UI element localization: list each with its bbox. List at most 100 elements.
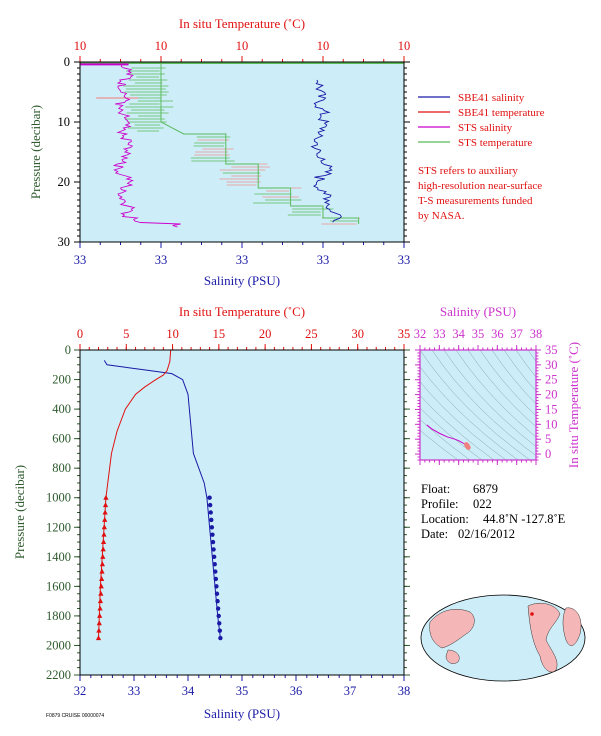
main-salinity-tick-label: 37 <box>344 684 357 698</box>
map-land-asia <box>429 609 475 649</box>
top-pressure-tick-label: 20 <box>58 175 71 189</box>
main-pressure-tick-label: 1000 <box>46 491 71 505</box>
salinity-sample-point <box>216 613 221 619</box>
ts-temp-tick-label: 25 <box>545 373 558 387</box>
top-salinity-tick-label: 33 <box>155 253 168 267</box>
main-temp-tick-label: 15 <box>213 327 226 341</box>
date-value: 02/16/2012 <box>458 527 515 541</box>
ts-temp-tick-label: 0 <box>545 447 551 461</box>
salinity-sample-point <box>210 539 216 545</box>
temperature-sample-point <box>100 553 106 559</box>
ts-salinity-axis-title: Salinity (PSU) <box>440 304 516 319</box>
main-salinity-tick-label: 32 <box>74 684 87 698</box>
float-info: Float: 6879 Profile: 022 Location: 44.8˚… <box>421 482 566 541</box>
top-temp-tick-label: 10 <box>317 39 330 53</box>
main-temp-axis-title: In situ Temperature (˚C) <box>179 304 305 319</box>
ts-salinity-tick-label: 34 <box>452 327 465 341</box>
density-contour <box>479 350 536 417</box>
note-line-4: by NASA. <box>418 210 465 222</box>
main-pressure-tick-label: 800 <box>52 461 71 475</box>
footer-code: F0879 CRUISE 00000074 <box>46 713 104 719</box>
sts-salinity-line <box>112 64 181 228</box>
world-map <box>420 594 586 682</box>
main-panel: In situ Temperature (˚C) 0 5 10 15 20 25 30 35 … <box>12 304 410 721</box>
main-salinity-ticks: 32 33 34 35 36 37 38 <box>74 675 410 698</box>
density-contour <box>420 381 507 460</box>
salinity-sample-point <box>209 517 214 523</box>
salinity-sample-point <box>217 628 223 633</box>
top-pressure-axis-title: Pressure (decibar) <box>28 105 43 199</box>
location-value: 44.8˚N -127.8˚E <box>483 512 566 526</box>
temperature-sample-point <box>97 605 103 611</box>
main-salinity-tick-label: 36 <box>290 684 303 698</box>
sbe41-salinity-profile <box>103 360 221 639</box>
top-salinity-tick-label: 33 <box>317 253 330 267</box>
main-pressure-tick-label: 1800 <box>46 609 71 623</box>
legend-label-sts-temperature: STS temperature <box>458 137 532 149</box>
temperature-sample-point <box>101 531 107 537</box>
main-pressure-tick-label: 0 <box>65 343 71 357</box>
top-pressure-tick-label: 30 <box>58 235 71 249</box>
salinity-sample-point <box>208 510 213 515</box>
ts-plot-frame <box>419 349 537 461</box>
temperature-sample-point <box>98 583 104 589</box>
salinity-sample-point <box>213 576 219 582</box>
main-pressure-tick-label: 1200 <box>46 520 71 534</box>
ts-salinity-tick-label: 35 <box>472 327 485 341</box>
density-contour <box>455 350 536 438</box>
main-salinity-tick-label: 33 <box>128 684 141 698</box>
temperature-sample-point <box>102 516 108 522</box>
ts-salinity-tick-label: 32 <box>414 327 427 341</box>
ts-temp-tick-label: 15 <box>545 402 558 416</box>
ts-temp-tick-label: 35 <box>545 343 558 357</box>
salinity-sample-point <box>212 562 217 567</box>
temperature-sample-point <box>99 575 105 581</box>
map-land-europe-africa <box>562 607 582 646</box>
density-contour <box>431 350 536 456</box>
temperature-sample-point <box>96 627 102 633</box>
salinity-sample-point <box>210 532 215 537</box>
main-data <box>95 349 223 641</box>
main-pressure-axis-title: Pressure (decibar) <box>12 465 27 559</box>
main-pressure-tick-label: 1600 <box>46 579 71 593</box>
temperature-sample-point <box>100 539 107 545</box>
legend-label-sbe41-salinity: SBE41 salinity <box>458 92 525 104</box>
main-temp-tick-label: 20 <box>259 327 272 341</box>
top-data <box>80 62 404 228</box>
note-line-2: high-resolution near-surface <box>418 180 542 192</box>
density-contour <box>443 350 536 447</box>
density-contour <box>420 395 495 460</box>
ts-plot-area <box>420 350 536 460</box>
temperature-sample-point <box>95 635 102 641</box>
salinity-sample-point <box>211 554 217 560</box>
profile-label: Profile: <box>421 497 459 511</box>
float-label: Float: <box>421 482 450 496</box>
main-temp-tick-label: 5 <box>123 327 129 341</box>
map-land-americas <box>527 603 561 673</box>
main-pressure-tick-label: 400 <box>52 402 71 416</box>
salinity-sample-point <box>218 635 223 641</box>
ts-temp-tick-label: 30 <box>545 358 558 372</box>
density-contour <box>527 350 536 362</box>
salinity-sample-point <box>215 598 220 604</box>
top-salinity-axis-title: Salinity (PSU) <box>204 273 280 288</box>
sts-note: STS refers to auxiliary high-resolution … <box>418 165 542 222</box>
main-plot-area <box>80 350 404 675</box>
temperature-sample-point <box>98 590 104 596</box>
main-temp-tick-label: 10 <box>166 327 179 341</box>
ts-temp-tick-label: 20 <box>545 388 558 402</box>
salinity-sample-point <box>213 569 218 574</box>
ts-panel: Salinity (PSU) 32 33 34 35 36 37 38 In situ Te… <box>414 304 581 468</box>
density-contour <box>420 419 471 460</box>
ts-data <box>426 424 471 450</box>
top-temp-tick-label: 10 <box>155 39 168 53</box>
salinity-sample-point <box>207 502 213 508</box>
density-contour <box>503 350 536 392</box>
top-temp-axis-title: In situ Temperature (˚C) <box>179 16 305 31</box>
salinity-sample-point <box>215 606 221 611</box>
profile-value: 022 <box>473 497 492 511</box>
density-contour <box>420 429 459 460</box>
temperature-sample-point <box>101 524 107 530</box>
temperature-sample-point <box>100 546 106 552</box>
